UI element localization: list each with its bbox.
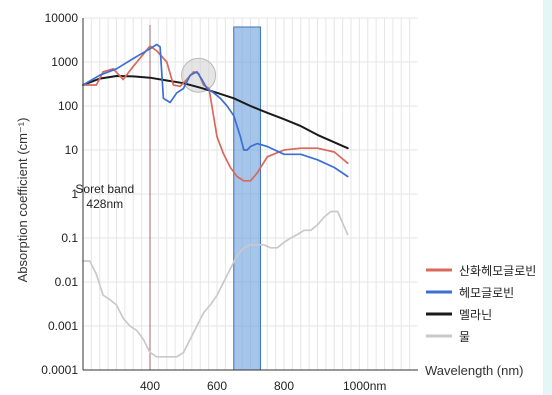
annotation-text: 428nm [86, 197, 123, 211]
right-edge-bar [543, 0, 552, 395]
y-tick-label: 0.0001 [41, 363, 78, 377]
highlight-band-layer [149, 25, 262, 371]
y-tick-label: 0.1 [61, 231, 78, 245]
series-line-4 [82, 210, 349, 358]
highlight-band [233, 26, 262, 371]
legend-label: 산화헤모글로빈 [459, 264, 536, 278]
x-tick-label: 1000nm [343, 379, 386, 393]
y-tick-label: 1 [71, 187, 78, 201]
y-axis-label: Absorption coefficient (cm⁻¹) [15, 118, 30, 283]
x-tick-label: 800 [274, 379, 294, 393]
x-tick-label: 600 [207, 379, 227, 393]
y-tick-label: 0.01 [55, 275, 79, 289]
series-line-2 [82, 43, 349, 178]
y-tick-label: 1000 [51, 55, 78, 69]
series-line-1 [82, 45, 349, 182]
axes [82, 18, 418, 371]
legend-label: 헤모글로빈 [459, 286, 514, 300]
series-layer [82, 43, 349, 358]
y-tick-label: 10000 [45, 11, 79, 25]
y-tick-label: 10 [65, 143, 79, 157]
x-tick-label: 400 [140, 379, 160, 393]
annotation-text: Soret band [75, 182, 134, 196]
x-tick-labels: 400 600 800 1000nm [140, 379, 386, 393]
series-line-3 [82, 75, 349, 150]
x-axis-label: Wavelength (nm) [425, 363, 524, 378]
y-tick-labels: 10000 1000 100 10 1 0.1 0.01 0.001 0.0001 [41, 11, 78, 377]
y-tick-label: 100 [58, 99, 78, 113]
legend-label: 멜라닌 [459, 308, 492, 322]
legend-label: 물 [459, 330, 470, 344]
y-tick-label: 0.001 [48, 319, 78, 333]
